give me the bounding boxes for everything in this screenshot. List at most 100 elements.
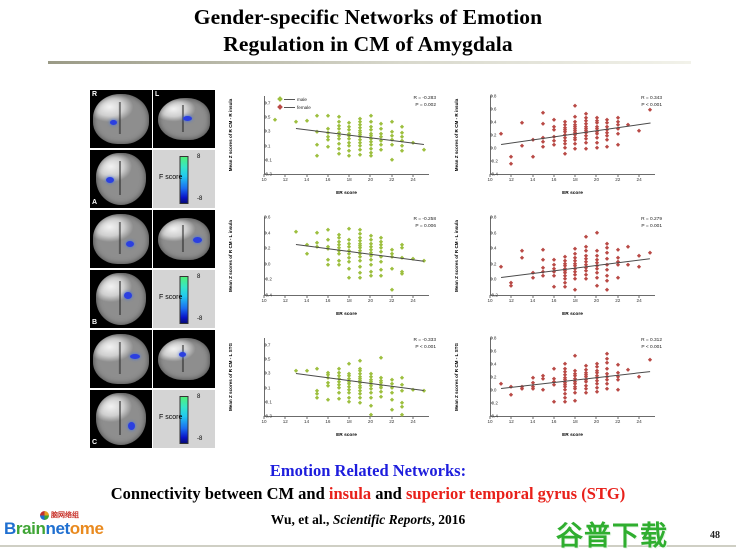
y-axis-label: Mean Z scores of R CM - R insula	[454, 98, 459, 172]
data-point	[594, 389, 599, 395]
x-tick-mark	[284, 174, 286, 177]
plot-area	[490, 96, 654, 174]
y-tick-mark	[490, 376, 493, 378]
y-tick-mark	[490, 247, 493, 249]
brain-montage: R L A 8 -8	[90, 90, 216, 448]
brain-axial-a: A	[90, 150, 152, 208]
x-tick-mark	[638, 416, 640, 419]
data-point	[625, 244, 631, 249]
data-point	[399, 124, 405, 130]
data-point	[647, 357, 653, 363]
y-axis-label: Mean Z scores of R CM - L insula	[454, 220, 459, 292]
data-point	[540, 144, 546, 150]
y-tick-mark	[490, 232, 493, 234]
legend-line	[284, 98, 295, 100]
x-tick-label: 20	[367, 419, 374, 424]
x-axis-label: ER score	[562, 312, 583, 317]
x-tick-label: 12	[508, 177, 514, 182]
y-tick-mark	[490, 216, 493, 218]
data-point	[498, 264, 503, 270]
activation-blob	[179, 352, 186, 357]
x-tick-mark	[617, 295, 619, 298]
data-point	[519, 143, 525, 149]
r-value: R = -0.283	[413, 96, 436, 101]
data-point	[325, 113, 331, 119]
data-point	[346, 275, 352, 281]
data-point	[293, 229, 299, 235]
data-point	[583, 276, 589, 282]
data-point	[615, 387, 621, 393]
watermark-text: 谷普下载	[556, 521, 668, 552]
x-axis	[490, 295, 655, 296]
brainnetome-logo: 脑网络组 Brainnetome	[4, 510, 104, 548]
x-tick-label: 22	[615, 419, 621, 424]
y-tick-mark	[264, 294, 267, 296]
x-tick-mark	[263, 416, 265, 419]
data-point	[572, 246, 578, 252]
x-tick-mark	[617, 174, 619, 177]
r-value: R = -0.258	[413, 217, 436, 222]
correlation-stats: R = -0.258 P = 0.006	[413, 216, 436, 230]
y-tick-mark	[490, 121, 493, 123]
colorbar-title: F score	[159, 414, 183, 421]
scatter-chart: Mean Z scores of R CM - L STG ER score 0.7…	[222, 328, 444, 447]
data-point	[508, 283, 514, 288]
y-tick-mark	[264, 344, 267, 346]
male-marker-icon	[277, 96, 283, 102]
data-point	[399, 388, 405, 393]
title-line-1: Gender-specific Networks of Emotion	[193, 5, 543, 29]
y-tick-mark	[490, 363, 493, 365]
fscore-colorbar	[179, 276, 189, 324]
y-tick-mark	[490, 134, 493, 136]
x-tick-mark	[532, 295, 534, 298]
y-axis	[264, 217, 265, 295]
mri-sagittal-image	[158, 218, 210, 260]
y-tick-mark	[264, 173, 267, 175]
x-tick-mark	[306, 416, 308, 419]
x-tick-mark	[595, 295, 597, 298]
x-tick-label: 24	[410, 177, 416, 182]
row-label-c: C	[92, 439, 98, 446]
x-tick-label: 14	[530, 177, 536, 182]
data-point	[625, 367, 631, 373]
y-tick-mark	[490, 337, 493, 339]
data-point	[389, 287, 395, 293]
data-point	[378, 147, 384, 153]
x-tick-mark	[617, 416, 619, 419]
x-tick-label: 14	[304, 419, 310, 424]
x-axis-label: ER score	[336, 312, 357, 317]
y-tick-mark	[264, 415, 267, 417]
data-point	[389, 266, 395, 271]
data-point	[636, 128, 642, 133]
data-point	[540, 121, 546, 127]
y-tick-mark	[264, 145, 267, 147]
caption-body: Connectivity between CM and insula and s…	[0, 484, 736, 504]
logo-letters-ome: ome	[69, 519, 104, 538]
data-point	[325, 397, 331, 403]
y-axis-label: Mean Z scores of R CM - L STG	[228, 342, 233, 412]
data-point	[368, 395, 373, 401]
activation-blob	[126, 241, 134, 247]
y-tick-mark	[264, 130, 267, 132]
plot-area	[490, 217, 654, 295]
mri-coronal-image	[93, 94, 149, 144]
data-point	[389, 407, 395, 413]
x-tick-mark	[412, 295, 414, 298]
data-point	[325, 383, 331, 389]
data-point	[562, 151, 567, 157]
brain-axial-c: C	[90, 390, 152, 448]
data-point	[604, 256, 610, 262]
data-point	[508, 392, 514, 397]
x-tick-mark	[489, 295, 491, 298]
data-point	[551, 117, 557, 123]
x-tick-label: 18	[346, 177, 352, 182]
plot-area	[264, 217, 428, 295]
data-point	[357, 358, 363, 364]
y-axis	[490, 217, 491, 295]
legend-line	[284, 106, 295, 108]
page-number: 48	[710, 530, 720, 541]
x-tick-label: 10	[261, 419, 267, 424]
data-point	[540, 110, 546, 116]
activation-blob	[183, 116, 192, 121]
x-tick-mark	[553, 174, 555, 177]
